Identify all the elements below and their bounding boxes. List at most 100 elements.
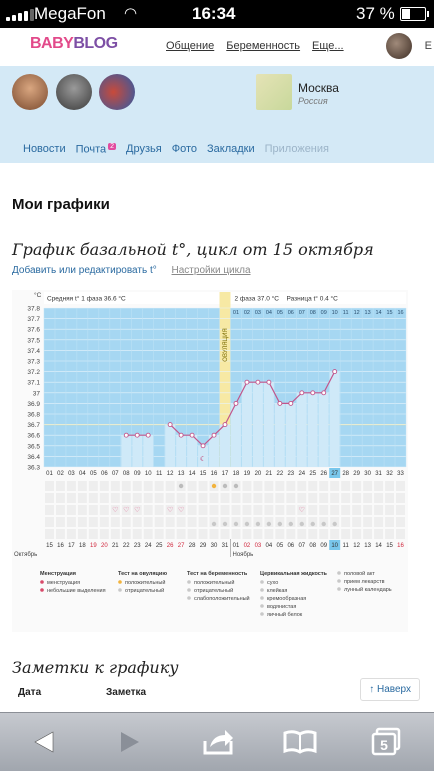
nav-beremennost[interactable]: Беременность	[226, 40, 301, 52]
event-cell	[77, 493, 87, 503]
pregnancy-test-marker	[321, 521, 326, 527]
event-cell	[242, 505, 252, 515]
back-icon[interactable]	[14, 713, 74, 771]
tab-mail[interactable]: Почта 2	[75, 143, 117, 156]
share-icon[interactable]	[188, 713, 248, 771]
page-title: Мои графики	[12, 196, 110, 213]
event-cell	[297, 493, 307, 503]
event-cell	[242, 481, 252, 491]
event-cell	[220, 505, 230, 515]
y-tick-label: 36.5	[27, 443, 40, 450]
top-date-label: 10	[332, 310, 338, 316]
back-to-top-button[interactable]: ↑ Наверх	[360, 678, 420, 701]
intercourse-marker: ♡	[134, 506, 140, 514]
legend-item: отрицательный	[194, 587, 233, 594]
temperature-bar	[132, 435, 143, 467]
top-date-label: 01	[233, 310, 239, 316]
tabs-icon[interactable]: 5	[356, 713, 416, 771]
event-cell	[286, 481, 296, 491]
event-cell	[396, 517, 405, 527]
nav-obshchenie[interactable]: Общение	[166, 40, 215, 52]
event-cell	[275, 493, 285, 503]
temperature-bar	[230, 403, 241, 467]
intercourse-marker: ♡	[123, 506, 129, 514]
cycle-day-label: 24	[298, 471, 305, 477]
location-city: Москва	[298, 81, 339, 95]
legend-symbol	[118, 580, 122, 584]
calendar-day-label: 23	[134, 543, 141, 549]
legend-symbol	[260, 580, 264, 584]
calendar-day-label: 08	[309, 543, 316, 549]
tab-news[interactable]: Новости	[23, 143, 66, 155]
temperature-point	[288, 400, 294, 406]
pregnancy-test-marker	[255, 521, 261, 527]
calendar-day-label: 03	[255, 543, 262, 549]
user-avatar[interactable]	[386, 33, 412, 59]
event-cell	[66, 481, 76, 491]
event-cell	[45, 505, 54, 515]
event-cell	[231, 505, 241, 515]
event-cell	[374, 481, 384, 491]
event-cell	[297, 529, 307, 539]
event-cell	[264, 493, 274, 503]
moon-icon: ☾	[200, 455, 206, 463]
event-cell	[264, 481, 274, 491]
event-cell	[220, 493, 230, 503]
event-cell	[121, 493, 131, 503]
cycle-day-label: 31	[375, 471, 382, 477]
event-cell	[198, 505, 208, 515]
calendar-day-label: 06	[287, 543, 294, 549]
tab-photo[interactable]: Фото	[171, 143, 198, 155]
pregnancy-test-marker	[332, 521, 337, 527]
temperature-bar	[285, 403, 296, 467]
nav-more[interactable]: Еще...	[312, 40, 344, 52]
temperature-point	[310, 390, 316, 396]
event-cell	[253, 481, 263, 491]
calendar-day-label: 15	[46, 543, 53, 549]
event-cell	[88, 505, 98, 515]
legend-symbol	[260, 588, 264, 592]
tab-apps[interactable]: Приложения	[264, 143, 329, 155]
event-cell	[363, 505, 373, 515]
event-cell	[209, 493, 219, 503]
event-cell	[352, 493, 362, 503]
event-cell	[110, 493, 120, 503]
temperature-point	[266, 379, 272, 385]
cycle-day-label: 25	[309, 471, 316, 477]
friend-avatar[interactable]	[56, 74, 92, 110]
event-cell	[396, 493, 405, 503]
cycle-day-label: 21	[266, 471, 273, 477]
calendar-day-label: 31	[222, 543, 229, 549]
cycle-settings-link[interactable]: Настройки цикла	[171, 265, 251, 276]
event-cell	[209, 529, 219, 539]
pregnancy-test-marker	[299, 521, 304, 527]
cycle-day-label: 22	[277, 471, 284, 477]
tab-friends[interactable]: Друзья	[126, 143, 162, 155]
legend-symbol	[118, 588, 122, 592]
cycle-day-label: 14	[189, 471, 196, 477]
legend-group-title: Цервикальная жидкость	[260, 571, 328, 577]
browser-toolbar: 5	[0, 712, 434, 771]
forward-icon[interactable]	[100, 713, 160, 771]
cycle-day-label: 08	[123, 471, 130, 477]
event-cell	[253, 493, 263, 503]
bookmarks-icon[interactable]	[270, 713, 330, 771]
friend-avatar[interactable]	[99, 74, 135, 110]
temperature-bar	[241, 382, 252, 467]
edit-temperature-link[interactable]: Добавить или редактировать t°	[12, 265, 157, 276]
event-cell	[165, 505, 175, 515]
cycle-day-label: 19	[244, 471, 251, 477]
ovulation-test-marker	[233, 483, 239, 489]
top-date-label: 15	[386, 310, 392, 316]
friend-avatar[interactable]	[12, 74, 48, 110]
cycle-day-label: 09	[134, 471, 141, 477]
babyblog-logo[interactable]: BABYBLOG	[30, 35, 118, 52]
tab-bookmarks[interactable]: Закладки	[207, 143, 255, 155]
event-cell	[187, 481, 197, 491]
event-cell	[286, 505, 296, 515]
event-cell	[99, 493, 109, 503]
temperature-bar	[274, 403, 285, 467]
event-cell	[385, 493, 395, 503]
cycle-day-label: 16	[211, 471, 218, 477]
user-initial: Е	[424, 40, 432, 52]
